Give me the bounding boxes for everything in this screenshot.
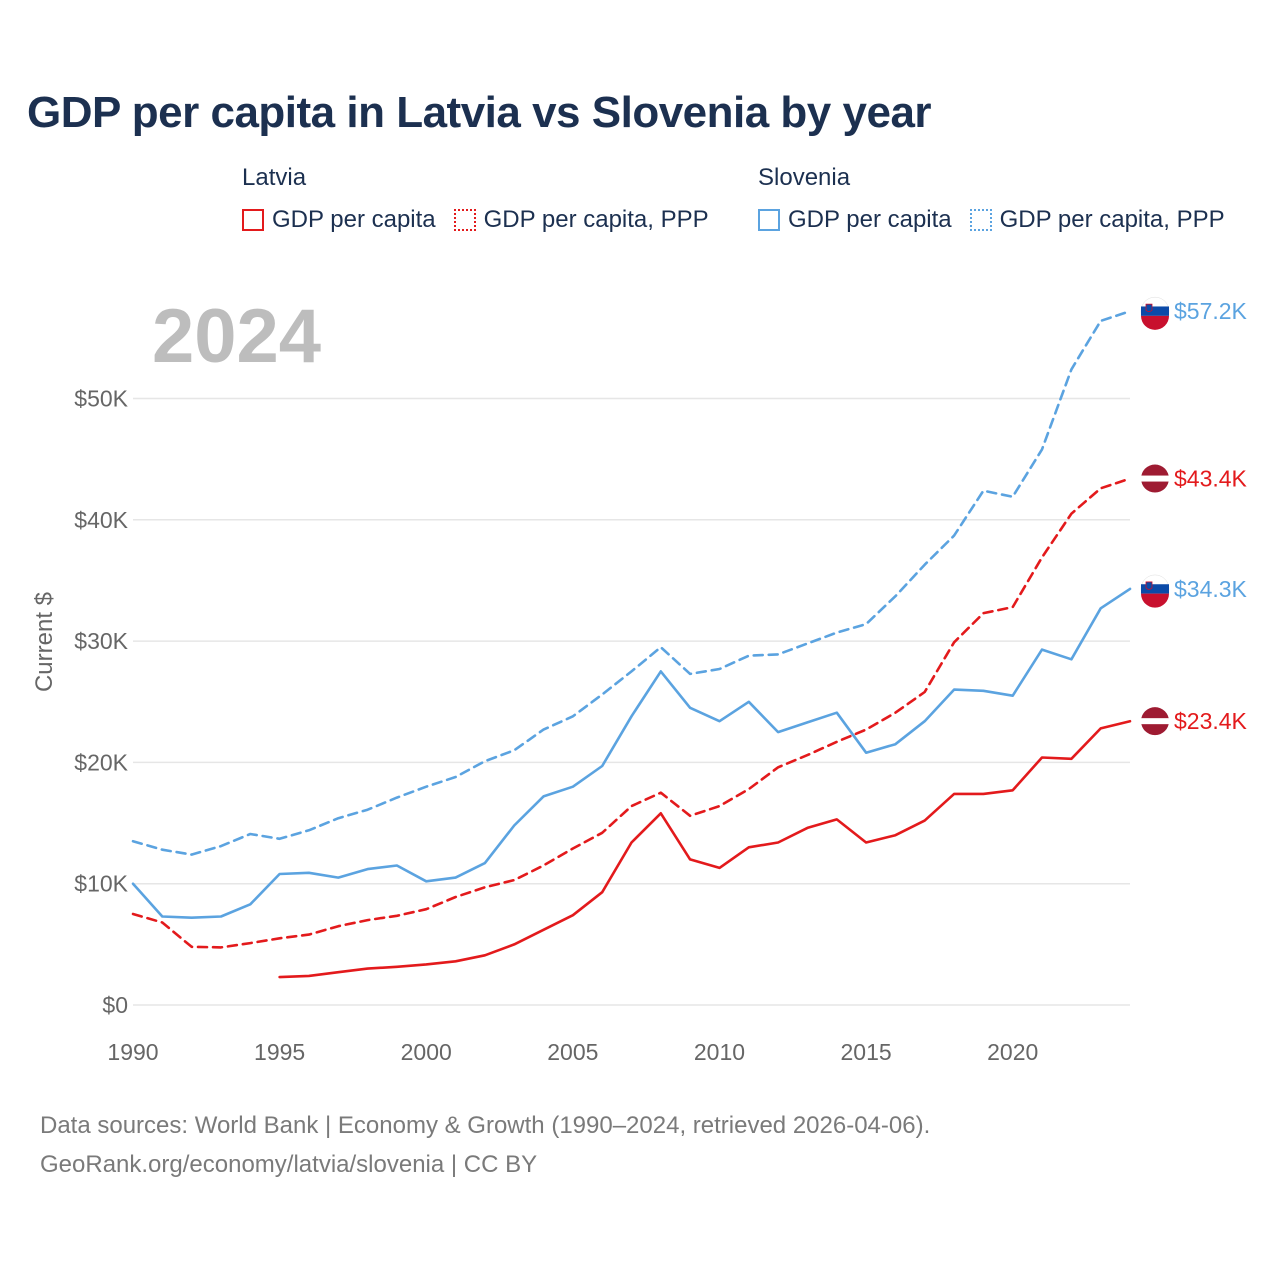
y-axis: $0 $10K $20K $30K $40K $50K xyxy=(74,386,128,1019)
legend-latvia: Latvia GDP per capita GDP per capita, PP… xyxy=(242,164,727,234)
y-tick-label: $30K xyxy=(74,628,128,654)
flag-slovenia-icon xyxy=(1140,296,1170,330)
legend-swatch-solid xyxy=(242,209,264,231)
legend-swatch-solid xyxy=(758,209,780,231)
data-sources: Data sources: World Bank | Economy & Gro… xyxy=(40,1112,931,1139)
end-value-label: $23.4K xyxy=(1174,708,1248,734)
line-chart: 2024 $0 $10K $20K $30K $40K $50K 1990 1995 2000… xyxy=(31,294,1248,1065)
x-tick-label: 2000 xyxy=(401,1039,452,1065)
series xyxy=(131,309,1132,979)
end-labels: $57.2K $43.4K $34.3K $23.4K xyxy=(1140,296,1248,736)
legend-slovenia: Slovenia GDP per capita GDP per capita, … xyxy=(758,164,1243,234)
legend-label: GDP per capita, PPP xyxy=(999,206,1225,233)
x-axis: 1990 1995 2000 2005 2010 2015 2020 xyxy=(107,1039,1038,1065)
end-value-label: $57.2K xyxy=(1174,298,1248,324)
series-line-latvia-solid[interactable] xyxy=(278,719,1132,979)
legend-item-latvia-gdp-ppp[interactable]: GDP per capita, PPP xyxy=(453,206,709,234)
grid xyxy=(133,397,1130,1006)
chart-title: GDP per capita in Latvia vs Slovenia by … xyxy=(27,88,932,137)
flag-slovenia-icon xyxy=(1140,574,1170,608)
y-tick-label: $20K xyxy=(74,749,128,775)
current-year-label: 2024 xyxy=(152,294,321,379)
x-tick-label: 1995 xyxy=(254,1039,305,1065)
y-tick-label: $50K xyxy=(74,386,128,412)
footer: Data sources: World Bank | Economy & Gro… xyxy=(40,1106,930,1184)
legend-country-slovenia: Slovenia xyxy=(758,164,851,191)
x-tick-label: 2020 xyxy=(987,1039,1038,1065)
legend-label: GDP per capita, PPP xyxy=(483,206,709,233)
flag-latvia-icon xyxy=(1141,464,1169,493)
legend-label: GDP per capita xyxy=(788,206,952,233)
y-tick-label: $0 xyxy=(102,992,128,1018)
legend-country-latvia: Latvia xyxy=(242,164,307,191)
series-line-latvia-dashed[interactable] xyxy=(131,477,1132,949)
x-tick-label: 1990 xyxy=(107,1039,158,1065)
y-axis-title: Current $ xyxy=(31,592,58,692)
flag-latvia-icon xyxy=(1141,707,1169,736)
x-tick-label: 2010 xyxy=(694,1039,745,1065)
series-line-slovenia-dashed[interactable] xyxy=(131,309,1132,856)
legend-item-latvia-gdp[interactable]: GDP per capita xyxy=(242,206,436,234)
legend-swatch-dotted xyxy=(453,209,476,231)
legend-item-slovenia-gdp-ppp[interactable]: GDP per capita, PPP xyxy=(969,206,1225,234)
end-value-label: $43.4K xyxy=(1174,466,1248,492)
end-value-label: $34.3K xyxy=(1174,576,1248,602)
attribution[interactable]: GeoRank.org/economy/latvia/slovenia | CC… xyxy=(40,1151,538,1178)
y-tick-label: $10K xyxy=(74,871,128,897)
legend-item-slovenia-gdp[interactable]: GDP per capita xyxy=(758,206,952,234)
legend-label: GDP per capita xyxy=(272,206,436,233)
x-tick-label: 2015 xyxy=(841,1039,892,1065)
x-tick-label: 2005 xyxy=(547,1039,598,1065)
legend-swatch-dotted xyxy=(969,209,992,231)
y-tick-label: $40K xyxy=(74,507,128,533)
series-line-slovenia-solid[interactable] xyxy=(131,587,1132,920)
